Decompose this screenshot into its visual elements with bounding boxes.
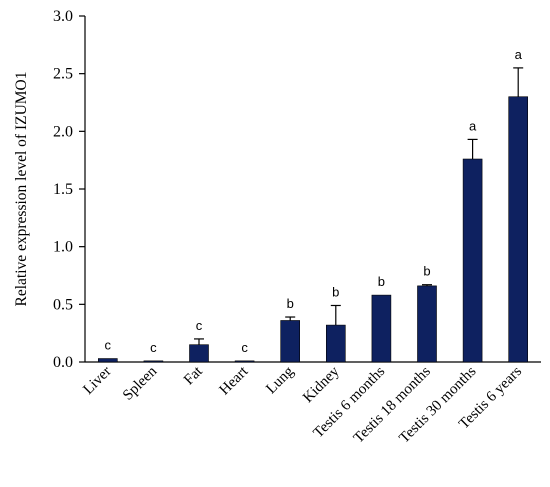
significance-label: c — [150, 340, 157, 355]
bar — [280, 320, 301, 363]
significance-label: b — [423, 264, 430, 279]
bar — [189, 344, 209, 363]
error-bars — [194, 67, 524, 345]
bar — [325, 324, 346, 363]
bar — [417, 285, 437, 363]
significance-label: b — [287, 296, 294, 311]
significance-label: a — [515, 47, 523, 62]
bars — [98, 96, 529, 363]
y-tick-label: 0.5 — [53, 296, 73, 313]
x-tick-label: Liver — [80, 364, 114, 398]
x-tick-label: Lung — [263, 363, 297, 397]
significance-label: a — [469, 118, 477, 133]
significance-label: b — [378, 274, 385, 289]
x-tick-label: Fat — [181, 363, 206, 388]
significance-label: c — [105, 338, 112, 353]
bar — [462, 158, 483, 363]
bar — [371, 294, 392, 363]
y-tick-label: 2.0 — [53, 123, 73, 140]
x-tick-label: Kidney — [300, 363, 343, 406]
bar — [234, 360, 255, 363]
bar — [98, 358, 118, 363]
bar — [508, 96, 529, 363]
y-tick-label: 1.5 — [53, 181, 73, 198]
y-tick-label: 0.0 — [53, 354, 73, 371]
y-axis-title: Relative expression level of IZUMO1 — [13, 71, 30, 306]
significance-labels: c c c c b b b b a a — [105, 47, 523, 355]
y-tick-label: 1.0 — [53, 239, 73, 256]
x-tick-label: Heart — [217, 363, 252, 398]
significance-label: b — [332, 284, 339, 299]
significance-label: c — [196, 318, 203, 333]
x-tick-label: Spleen — [120, 363, 161, 404]
y-tick-label: 2.5 — [53, 66, 73, 83]
bar — [143, 360, 164, 363]
y-tick-label: 3.0 — [53, 8, 73, 25]
y-ticks: 0.0 0.5 1.0 1.5 2.0 2.5 3.0 — [53, 8, 85, 371]
significance-label: c — [241, 340, 248, 355]
